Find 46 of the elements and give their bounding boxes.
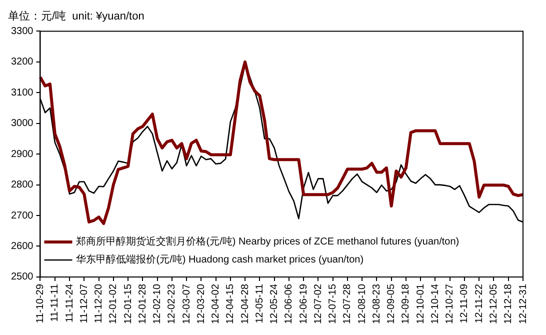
x-tick-label: 12-10-27 xyxy=(444,284,456,324)
x-tick-label: 12-06-06 xyxy=(284,284,295,324)
x-tick-label: 12-07-15 xyxy=(328,284,339,324)
y-tick-label: 2500 xyxy=(10,272,34,283)
x-tick-label: 11-12-20 xyxy=(94,284,105,324)
x-tick-label: 12-05-11 xyxy=(254,284,266,324)
x-tick-label: 12-04-02 xyxy=(210,284,222,324)
y-tick-label: 3300 xyxy=(10,26,34,37)
x-tick-label: 11-11-24 xyxy=(64,284,76,323)
x-tick-label: 12-01-02 xyxy=(108,284,120,324)
y-tick-label: 2800 xyxy=(10,180,34,191)
x-tick-label: 12-02-10 xyxy=(152,284,164,324)
y-tick-label: 3100 xyxy=(10,87,34,98)
y-tick-label: 2600 xyxy=(10,241,34,252)
y-tick-label: 2900 xyxy=(10,148,34,160)
x-tick-label: 12-12-31 xyxy=(518,284,529,324)
x-tick-label: 12-01-15 xyxy=(122,284,134,324)
y-tick-label: 3200 xyxy=(10,56,34,68)
x-tick-label: 12-08-10 xyxy=(356,284,368,324)
x-tick-label: 12-01-28 xyxy=(137,284,148,324)
x-tick-label: 12-07-28 xyxy=(342,284,354,324)
chart-title: 单位：元/吨 unit: ¥yuan/ton xyxy=(8,10,144,23)
x-tick-label: 12-05-24 xyxy=(269,284,280,324)
x-tick-label: 12-02-23 xyxy=(166,284,178,324)
y-tick-label: 2700 xyxy=(10,210,34,222)
x-tick-label: 12-09-18 xyxy=(400,284,412,324)
y-tick-label: 3000 xyxy=(10,118,34,130)
x-tick-label: 12-11-09 xyxy=(459,284,470,324)
legend-label: 郑商所甲醇期货近交割月价格(元/吨) Nearby prices of ZCE methanol futures (yuan/ton) xyxy=(76,236,460,248)
x-tick-label: 12-11-22 xyxy=(474,284,485,324)
x-tick-label: 12-07-02 xyxy=(312,284,324,324)
x-tick-label: 12-08-23 xyxy=(371,284,382,324)
x-tick-label: 12-12-05 xyxy=(488,284,500,324)
x-tick-label: 12-10-14 xyxy=(430,284,441,324)
x-tick-label: 12-04-15 xyxy=(225,284,236,324)
x-tick-label: 12-04-28 xyxy=(240,284,251,324)
legend-label: 华东甲醇低端报价(元/吨) Huadong cash market prices (yuan/ton) xyxy=(76,254,364,266)
x-tick-label: 12-03-07 xyxy=(181,284,192,324)
x-tick-label: 11-11-11 xyxy=(50,284,61,322)
x-tick-label: 12-03-20 xyxy=(196,284,207,324)
x-tick-label: 12-06-19 xyxy=(298,284,310,324)
x-tick-label: 11-10-29 xyxy=(34,284,46,324)
x-tick-label: 12-10-01 xyxy=(415,284,426,324)
x-tick-label: 11-12-07 xyxy=(78,284,90,324)
x-tick-label: 12-12-18 xyxy=(503,284,514,324)
x-tick-label: 12-09-05 xyxy=(386,284,398,324)
